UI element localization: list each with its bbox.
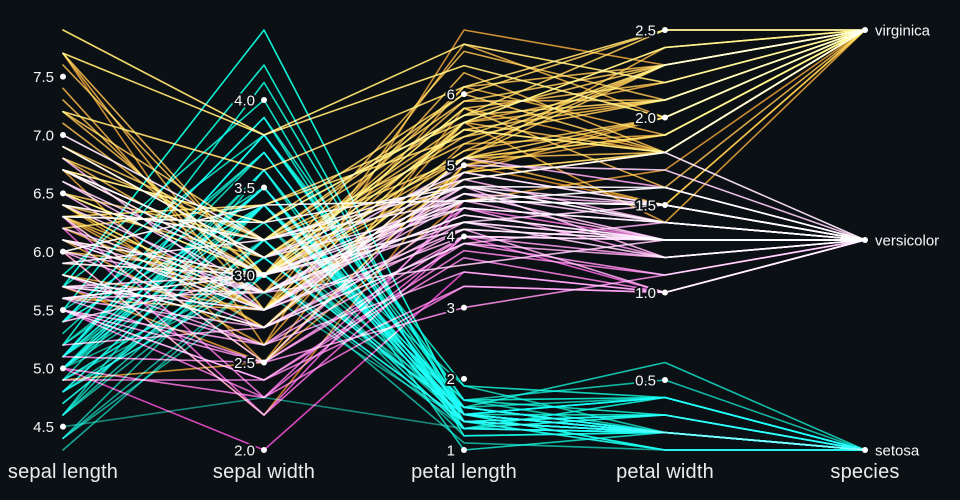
- data-line-setosa: [62, 134, 866, 451]
- data-line-virginica: [62, 29, 866, 276]
- axis-label-sepal-length: sepal length: [7, 461, 119, 483]
- tick-dot: [461, 233, 467, 240]
- axes-layer: 4.5 5.0 5.5 6.0 6.5 7.0 7.5 2.0 2.5 3.0 3.5 4.0 1 2 3 4…: [31, 20, 941, 461]
- data-line-setosa: [62, 134, 866, 451]
- tick-label: 2.0: [635, 110, 656, 127]
- data-line-setosa: [62, 134, 866, 451]
- species-label-versicolor: versicolor: [875, 232, 939, 249]
- tick-label: 1: [447, 442, 455, 459]
- data-line-virginica: [62, 29, 866, 230]
- tick-dot: [60, 190, 66, 197]
- tick-dot: [60, 423, 66, 430]
- tick-label: 2.5: [635, 22, 656, 39]
- tick-label: 1.5: [635, 197, 656, 214]
- tick-label: 4: [447, 229, 455, 246]
- tick-dot: [60, 307, 66, 313]
- data-line-versicolor: [62, 228, 866, 311]
- axis-label-petal-length: petal length: [411, 461, 517, 483]
- data-line-virginica: [62, 29, 866, 381]
- data-line-virginica: [62, 29, 866, 259]
- tick-label: 6.0: [33, 244, 54, 261]
- tick-dot: [60, 248, 66, 255]
- species-tick-dot: [862, 27, 868, 33]
- tick-label: 3.5: [234, 180, 255, 197]
- tick-dot: [261, 447, 267, 453]
- data-line-virginica: [62, 29, 866, 294]
- tick-label: 2: [447, 371, 455, 388]
- tick-label: 5: [447, 158, 455, 175]
- axis-label-petal-width: petal width: [616, 461, 714, 483]
- tick-dot: [261, 184, 267, 191]
- tick-label: 5.0: [33, 361, 54, 378]
- species-label-virginica: virginica: [875, 22, 931, 39]
- data-line-setosa: [62, 134, 866, 451]
- data-line-versicolor: [62, 239, 866, 399]
- data-line-virginica: [62, 29, 866, 224]
- tick-dot: [60, 73, 66, 80]
- data-line-virginica: [62, 29, 866, 276]
- tick-label: 4.5: [33, 419, 54, 436]
- tick-label: 2.0: [234, 442, 255, 459]
- tick-dot: [261, 359, 267, 366]
- tick-dot: [261, 272, 267, 278]
- tick-dot: [461, 91, 467, 98]
- tick-label: 7.0: [33, 127, 54, 144]
- tick-label: 1.0: [635, 285, 656, 302]
- tick-label: 6: [447, 86, 455, 103]
- tick-label: 6.5: [33, 186, 54, 203]
- species-tick-dot: [862, 447, 868, 453]
- tick-label: 3.0: [234, 267, 255, 284]
- tick-label: 4.0: [234, 92, 255, 109]
- tick-dot: [461, 162, 467, 169]
- tick-dot: [461, 375, 467, 382]
- tick-dot: [60, 132, 66, 138]
- tick-label: 3: [447, 300, 455, 317]
- tick-dot: [60, 365, 66, 372]
- species-label-setosa: setosa: [875, 442, 920, 459]
- tick-dot: [662, 377, 668, 383]
- tick-dot: [261, 97, 267, 103]
- tick-dot: [662, 27, 668, 33]
- tick-dot: [662, 202, 668, 208]
- tick-label: 7.5: [33, 69, 54, 86]
- tick-dot: [662, 289, 668, 296]
- axis-label-sepal-width: sepal width: [212, 461, 316, 483]
- data-line-virginica: [62, 29, 866, 294]
- tick-label: 0.5: [635, 372, 656, 389]
- tick-label: 2.5: [234, 355, 255, 372]
- tick-label: 5.5: [33, 302, 54, 319]
- axis-label-species: species: [830, 461, 900, 483]
- tick-dot: [461, 447, 467, 453]
- tick-dot: [662, 114, 668, 121]
- species-tick-dot: [862, 237, 868, 243]
- tick-dot: [461, 304, 467, 311]
